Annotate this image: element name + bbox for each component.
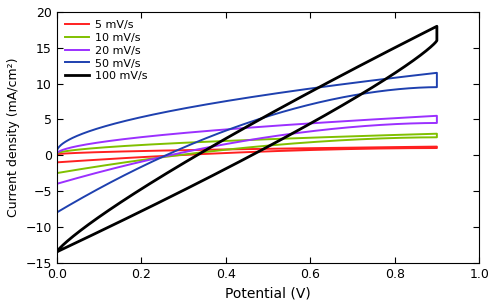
100 mV/s xyxy=(228,134,234,138)
5 mV/s xyxy=(230,151,236,154)
10 mV/s xyxy=(306,136,311,140)
10 mV/s xyxy=(230,147,236,151)
5 mV/s xyxy=(336,147,342,151)
Line: 5 mV/s: 5 mV/s xyxy=(57,147,437,162)
100 mV/s xyxy=(306,91,311,95)
5 mV/s xyxy=(54,161,60,164)
10 mV/s xyxy=(228,139,234,142)
20 mV/s xyxy=(306,122,311,125)
10 mV/s xyxy=(434,132,440,136)
100 mV/s xyxy=(336,105,342,109)
Line: 10 mV/s: 10 mV/s xyxy=(57,134,437,173)
100 mV/s xyxy=(309,121,315,125)
50 mV/s xyxy=(54,150,60,154)
100 mV/s xyxy=(54,250,60,254)
50 mV/s xyxy=(294,89,300,92)
20 mV/s xyxy=(54,152,60,156)
20 mV/s xyxy=(309,129,315,133)
50 mV/s xyxy=(434,71,440,75)
10 mV/s xyxy=(54,152,60,156)
100 mV/s xyxy=(434,25,440,28)
50 mV/s xyxy=(228,99,234,102)
5 mV/s xyxy=(306,146,311,150)
10 mV/s xyxy=(54,152,60,156)
Legend: 5 mV/s, 10 mV/s, 20 mV/s, 50 mV/s, 100 mV/s: 5 mV/s, 10 mV/s, 20 mV/s, 50 mV/s, 100 m… xyxy=(62,17,149,84)
50 mV/s xyxy=(336,96,342,100)
50 mV/s xyxy=(54,211,60,214)
50 mV/s xyxy=(230,126,236,130)
100 mV/s xyxy=(54,250,60,254)
10 mV/s xyxy=(54,171,60,175)
5 mV/s xyxy=(54,153,60,156)
10 mV/s xyxy=(294,136,300,140)
5 mV/s xyxy=(228,148,234,151)
100 mV/s xyxy=(294,98,300,101)
50 mV/s xyxy=(306,87,311,91)
20 mV/s xyxy=(336,126,342,130)
20 mV/s xyxy=(228,127,234,131)
5 mV/s xyxy=(434,145,440,149)
10 mV/s xyxy=(309,140,315,144)
Line: 50 mV/s: 50 mV/s xyxy=(57,73,437,212)
Y-axis label: Current density (mA/cm²): Current density (mA/cm²) xyxy=(7,57,20,217)
5 mV/s xyxy=(294,146,300,150)
20 mV/s xyxy=(230,141,236,145)
5 mV/s xyxy=(54,153,60,156)
10 mV/s xyxy=(336,138,342,142)
50 mV/s xyxy=(54,150,60,154)
X-axis label: Potential (V): Potential (V) xyxy=(225,286,311,300)
Line: 100 mV/s: 100 mV/s xyxy=(57,26,437,252)
50 mV/s xyxy=(309,102,315,106)
Line: 20 mV/s: 20 mV/s xyxy=(57,116,437,184)
20 mV/s xyxy=(434,114,440,118)
20 mV/s xyxy=(54,182,60,186)
100 mV/s xyxy=(230,163,236,167)
20 mV/s xyxy=(294,122,300,126)
5 mV/s xyxy=(309,148,315,152)
20 mV/s xyxy=(54,152,60,156)
